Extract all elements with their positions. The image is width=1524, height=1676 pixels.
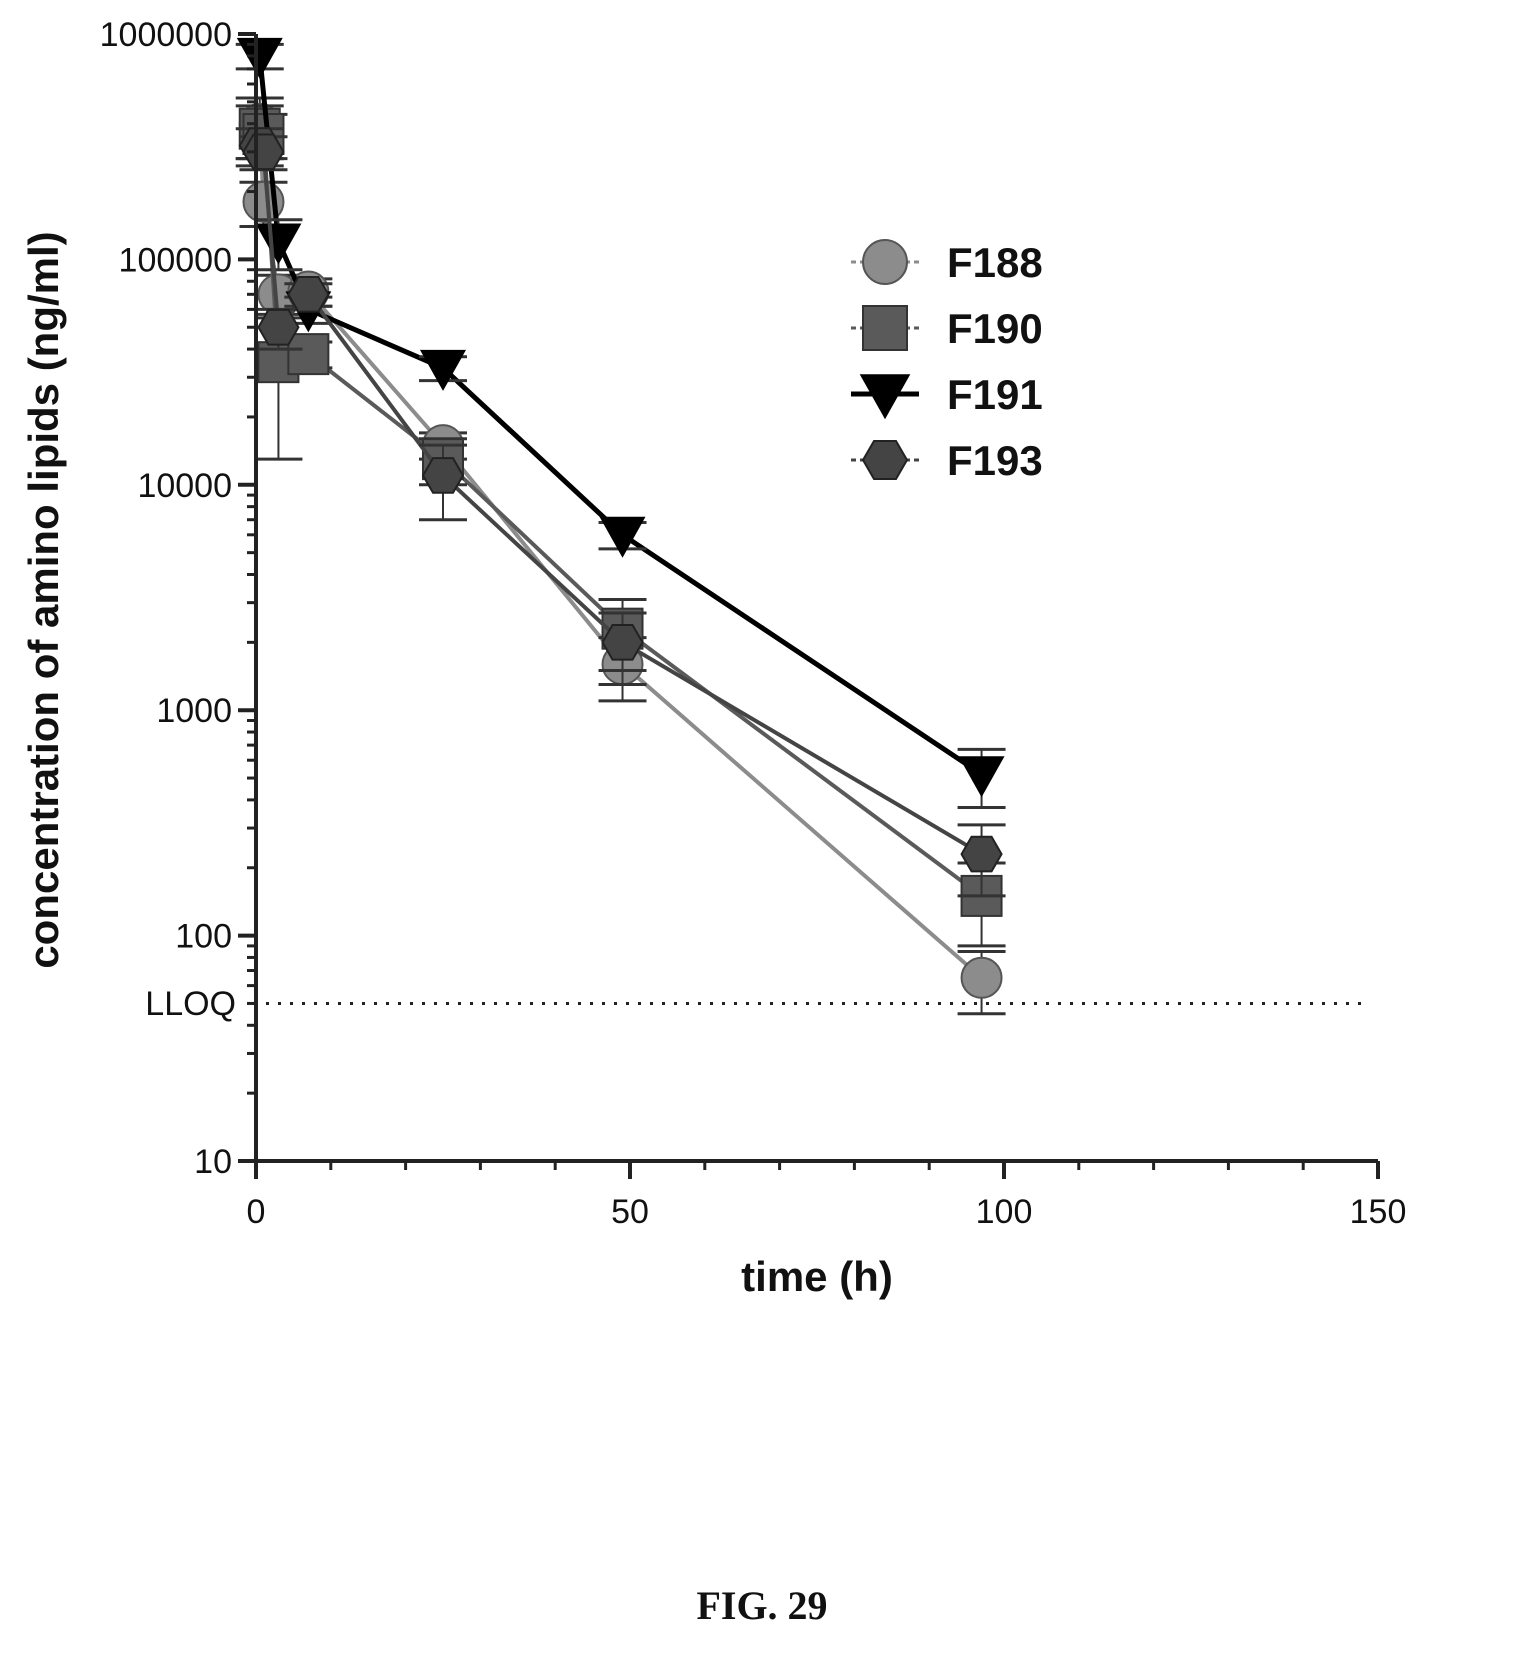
x-tick-label: 150	[1350, 1193, 1407, 1231]
x-tick-label: 100	[976, 1193, 1033, 1231]
legend-marker-F191	[859, 374, 911, 420]
data-point-F193	[421, 457, 465, 494]
data-point-F191	[420, 349, 466, 391]
x-tick-label: 0	[247, 1193, 266, 1231]
data-point-F191	[958, 756, 1005, 798]
series-F193	[235, 127, 1006, 898]
legend-marker-F193	[861, 439, 909, 481]
data-point-F191	[599, 516, 646, 558]
data-point-F193	[287, 275, 330, 313]
y-tick-label: 10	[194, 1143, 232, 1181]
legend-marker-F190	[862, 305, 908, 351]
legend-label: F190	[947, 305, 1043, 352]
lloq-label: LLOQ	[145, 985, 236, 1023]
data-point-F191	[255, 223, 302, 265]
y-tick-label: 1000000	[100, 16, 232, 54]
ticks: 10 100 1000 10000 100000 1000000 0 50 100 150	[100, 16, 1407, 1231]
legend: F188 F190 F191 F193	[851, 239, 1043, 484]
legend-item-F190: F190	[851, 305, 1043, 352]
axes	[254, 34, 1378, 1163]
data-point-F193	[960, 835, 1003, 873]
legend-label: F191	[947, 371, 1043, 418]
y-tick-label: 100000	[119, 241, 232, 279]
legend-item-F193: F193	[851, 437, 1043, 484]
data-point-F190	[287, 333, 330, 376]
legend-marker-F188	[862, 239, 908, 285]
data-point-F193	[242, 133, 285, 171]
data-point-F191	[236, 37, 283, 79]
figure-caption: FIG. 29	[696, 1583, 828, 1628]
legend-label: F188	[947, 239, 1043, 286]
data-point-F188	[960, 956, 1003, 999]
data-point-F193	[601, 624, 644, 661]
legend-label: F193	[947, 437, 1043, 484]
y-tick-label: 100	[175, 918, 232, 956]
series-layer	[235, 37, 1006, 1016]
y-tick-label: 10000	[137, 467, 232, 505]
x-axis-title: time (h)	[741, 1253, 893, 1300]
legend-item-F191: F191	[851, 371, 1043, 420]
series-line-F191	[257, 55, 983, 777]
y-axis-title: concentration of amino lipids (ng/ml)	[20, 231, 67, 968]
x-tick-label: 50	[611, 1193, 649, 1231]
legend-item-F188: F188	[851, 239, 1043, 286]
series-F191	[235, 37, 1006, 810]
series-F188	[235, 96, 1006, 1016]
y-tick-label: 1000	[156, 692, 232, 730]
data-point-F193	[257, 308, 300, 346]
